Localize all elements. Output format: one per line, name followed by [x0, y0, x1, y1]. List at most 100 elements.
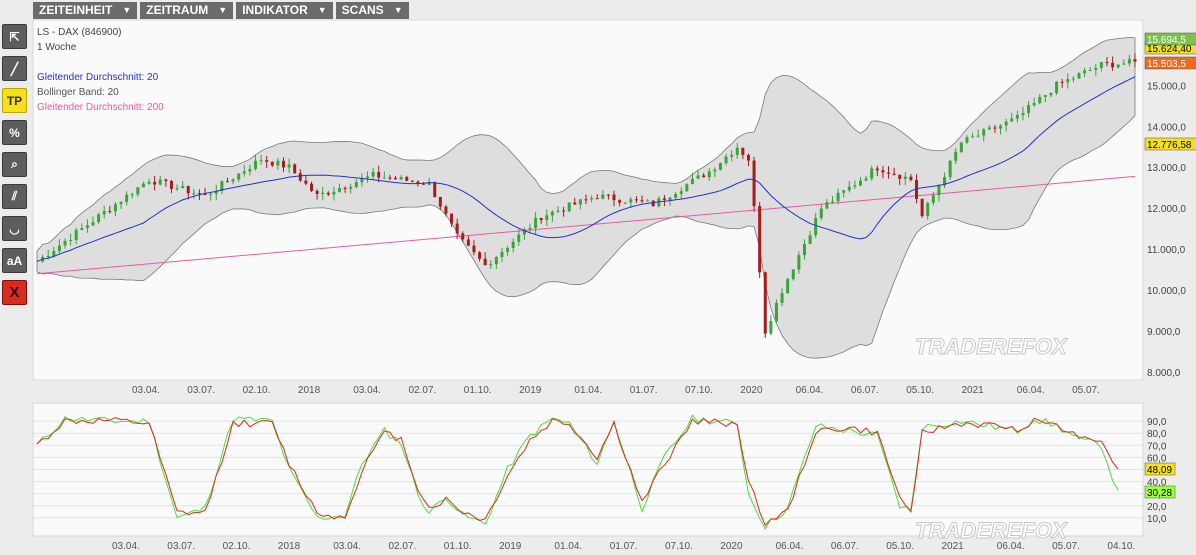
candle-body — [80, 228, 84, 230]
text-tool[interactable]: aA — [2, 248, 27, 273]
x-tick-label: 05.07. — [1052, 541, 1080, 552]
candle — [494, 256, 498, 269]
candle-body — [382, 177, 386, 179]
candle — [91, 216, 95, 227]
candle-body — [791, 269, 795, 280]
candle — [438, 196, 442, 211]
candle — [870, 165, 874, 181]
price-label-box — [1144, 137, 1196, 151]
y-tick-label: 9.000,0 — [1147, 327, 1181, 338]
candle-body — [954, 152, 958, 161]
candle-body — [629, 199, 633, 203]
candle — [472, 240, 476, 256]
x-tick-label: 2021 — [942, 541, 965, 552]
candle — [265, 155, 269, 169]
candle — [920, 198, 924, 218]
x-tick-label: 05.07. — [1072, 385, 1100, 396]
x-tick-label: 06.04. — [997, 541, 1025, 552]
price-label-text: 12.776,58 — [1147, 140, 1192, 151]
candle-body — [214, 190, 218, 194]
channel-tool[interactable]: ⫽ — [2, 184, 27, 209]
candle — [141, 181, 145, 188]
candle-body — [830, 201, 834, 203]
candle-body — [1049, 93, 1053, 96]
candle — [718, 162, 722, 171]
candle-body — [1111, 62, 1115, 68]
zoom-tool[interactable]: ⌕ — [2, 152, 27, 177]
candle — [1133, 53, 1137, 67]
candle-body — [718, 163, 722, 170]
candle-body — [181, 185, 185, 189]
watermark-logo: TRADEREFOX — [915, 334, 1068, 359]
candle-body — [696, 175, 700, 179]
tp-tool[interactable]: TP — [2, 88, 27, 113]
menu-zeitraum[interactable]: ZEITRAUM ▼ — [140, 2, 234, 19]
percent-tool[interactable]: % — [2, 120, 27, 145]
y-tick-label: 20,0 — [1147, 502, 1167, 513]
candle-body — [1038, 96, 1042, 104]
pointer-tool[interactable]: ⇱ — [2, 24, 27, 49]
candle — [601, 190, 605, 200]
candle — [623, 202, 627, 205]
candle-body — [1071, 78, 1075, 80]
candle-body — [197, 193, 201, 195]
candle — [1049, 92, 1053, 97]
candle — [690, 172, 694, 185]
candle — [349, 183, 353, 194]
candle-body — [164, 179, 168, 181]
candle — [584, 194, 588, 205]
candle — [1010, 112, 1014, 122]
candle-body — [326, 192, 330, 195]
candle-body — [601, 194, 605, 199]
candle — [1015, 110, 1019, 123]
candle — [360, 173, 364, 187]
candle — [539, 217, 543, 224]
candle — [590, 195, 594, 203]
candle — [382, 171, 386, 179]
menu-scans[interactable]: SCANS ▼ — [335, 2, 409, 19]
candle-body — [943, 177, 947, 186]
candle — [685, 183, 689, 192]
x-tick-label: 03.07. — [187, 385, 215, 396]
candle-body — [231, 179, 235, 182]
value-label-box — [1144, 485, 1176, 499]
x-tick-label: 03.04. — [333, 541, 361, 552]
candle — [506, 246, 510, 256]
candle — [875, 165, 879, 177]
candle-body — [74, 229, 78, 240]
candle — [136, 187, 140, 197]
candle — [774, 299, 778, 323]
candle — [662, 194, 666, 207]
x-tick-label: 01.07. — [630, 385, 658, 396]
stoch-d-line — [36, 416, 1119, 527]
candle-body — [466, 239, 470, 246]
candle — [522, 227, 526, 240]
menu-zeiteinheit[interactable]: ZEITEINHEIT ▼ — [33, 2, 138, 19]
candle — [287, 158, 291, 173]
candle — [965, 135, 969, 144]
candle-body — [147, 181, 151, 184]
candle-body — [270, 161, 274, 166]
candle-body — [304, 180, 308, 184]
candle — [253, 154, 257, 171]
candle — [1032, 97, 1036, 107]
arc-tool[interactable]: ◡ — [2, 216, 27, 241]
candle-body — [438, 196, 442, 207]
candle — [763, 271, 767, 339]
y-tick-label: 10,0 — [1147, 514, 1167, 525]
candle-body — [1015, 115, 1019, 119]
candle — [550, 210, 554, 222]
value-label: 30,28 — [1144, 485, 1176, 499]
menu-indikator[interactable]: INDIKATOR ▼ — [236, 2, 333, 19]
candle-body — [209, 193, 213, 195]
candle-body — [225, 181, 229, 183]
candle — [293, 163, 297, 174]
x-tick-label: 03.04. — [132, 385, 160, 396]
candle — [461, 231, 465, 243]
delete-tool[interactable]: X — [2, 280, 27, 305]
candle — [735, 143, 739, 159]
candle — [707, 168, 711, 181]
candle — [153, 175, 157, 191]
line-tool[interactable]: ╱ — [2, 56, 27, 81]
candle — [791, 269, 795, 281]
